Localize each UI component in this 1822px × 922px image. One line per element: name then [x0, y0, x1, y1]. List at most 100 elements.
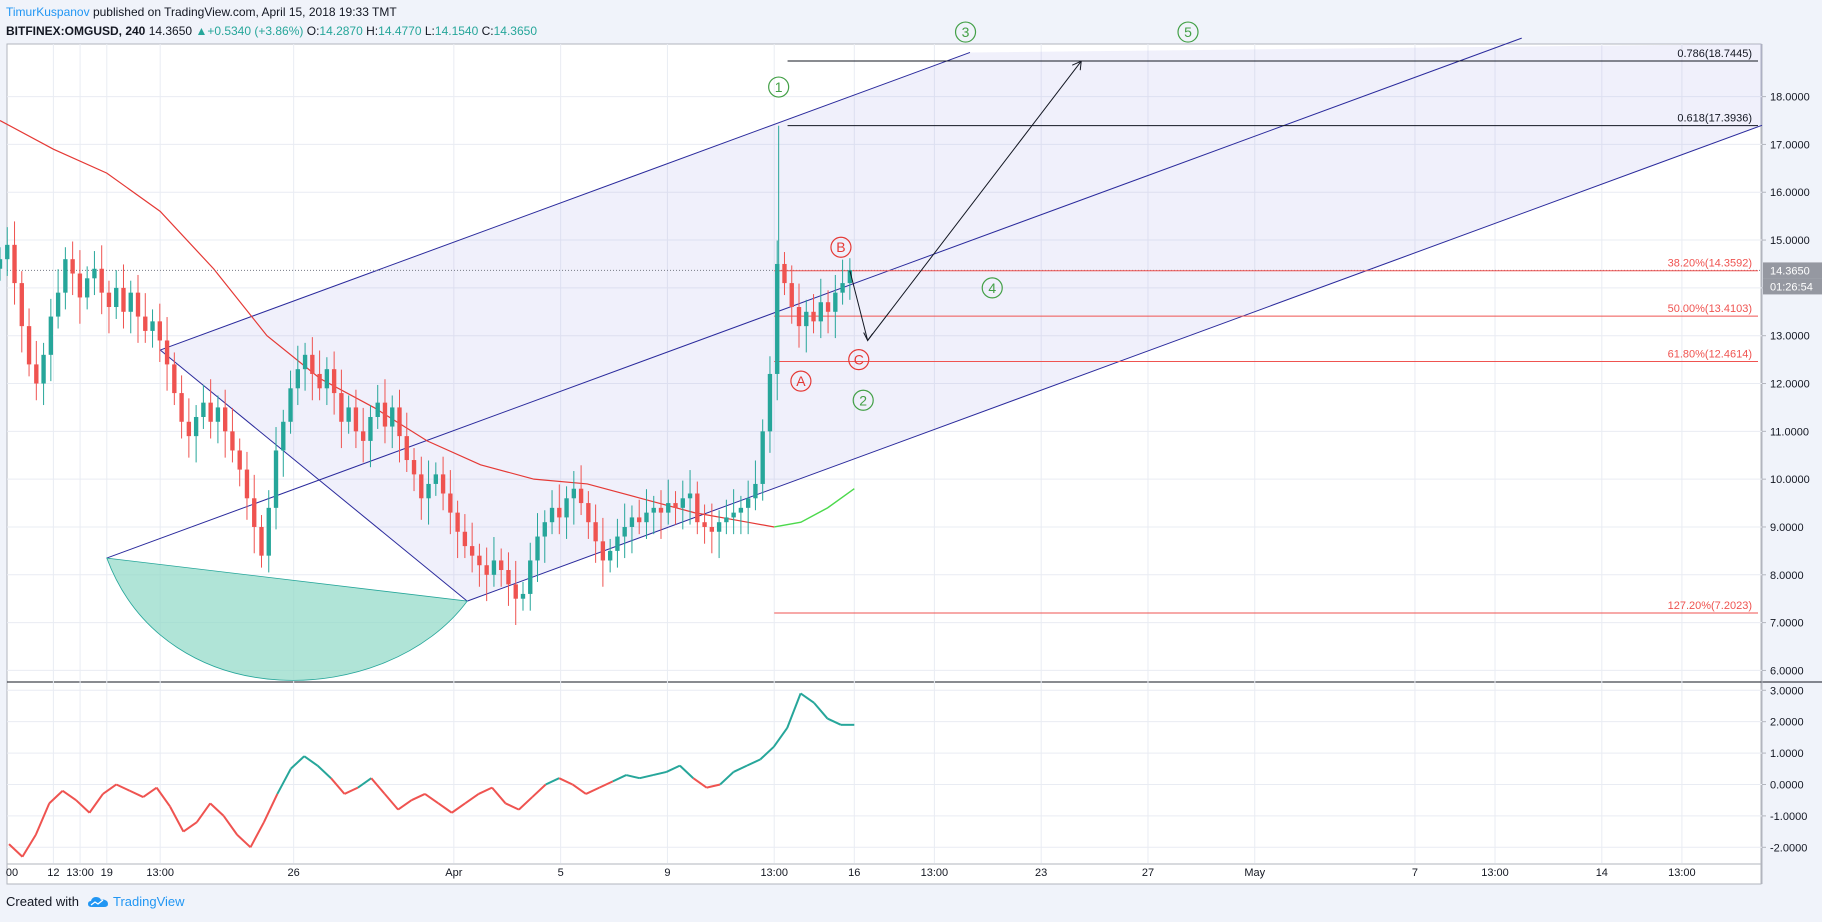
wave-label-circle: [954, 21, 977, 43]
indicator-segment: [464, 793, 480, 805]
time-tick-label: 13:00: [921, 867, 949, 879]
indicator-segment: [62, 789, 77, 802]
candle-body: [738, 507, 744, 513]
indicator-segment: [222, 815, 238, 836]
candle-body: [70, 259, 75, 274]
candle-body: [506, 570, 511, 585]
price-change: ▲+0.5340 (+3.86%): [195, 24, 304, 38]
candle-body: [0, 259, 3, 269]
candle-body: [230, 431, 235, 451]
candle-body: [411, 460, 417, 475]
last-price-badge: [1763, 262, 1822, 279]
candle-body: [462, 531, 468, 547]
candle-body: [484, 565, 489, 575]
candle-body: [433, 474, 439, 484]
indicator-segment: [115, 783, 131, 792]
candle-body: [709, 526, 715, 532]
candle-body: [702, 522, 707, 527]
price-tick-label: 12.0000: [1770, 379, 1810, 391]
candle-body: [782, 263, 787, 284]
indicator-segment: [706, 783, 721, 789]
countdown-label: 01:26:54: [1770, 281, 1813, 293]
indicator-segment: [531, 783, 547, 798]
tradingview-link[interactable]: TradingView: [87, 894, 185, 909]
candle-body: [825, 302, 831, 312]
time-tick-label: 23: [1035, 867, 1047, 879]
candle-body: [499, 560, 504, 571]
indicator-segment: [21, 834, 37, 858]
price-tick-label: 6.0000: [1770, 665, 1804, 677]
candle-body: [135, 292, 141, 317]
indicator-segment: [75, 799, 91, 814]
indicator-segment: [746, 758, 761, 767]
candle-body: [368, 416, 373, 441]
indicator-segment: [652, 770, 667, 777]
candle-body: [593, 522, 598, 542]
candle-body: [578, 488, 584, 504]
indicator-segment: [344, 786, 359, 795]
created-with-text: Created with: [6, 894, 79, 909]
indicator-segment: [733, 764, 748, 773]
wave-label: 1: [775, 79, 783, 95]
candle-body: [680, 498, 685, 508]
candle-body: [789, 283, 794, 308]
price-tick-label: 18.0000: [1770, 92, 1810, 104]
indicator-segment: [505, 802, 520, 811]
projection-arrowhead: [863, 332, 874, 341]
indicator-segment: [357, 777, 372, 789]
candle-body: [455, 512, 460, 532]
wave-label: A: [796, 373, 806, 389]
time-tick-label: 9: [664, 867, 670, 879]
candle-body: [390, 407, 395, 427]
indicator-segment: [102, 783, 117, 795]
candle-body: [622, 526, 627, 537]
indicator-segment: [290, 755, 305, 770]
candle-body: [55, 292, 61, 317]
candle-body: [186, 421, 192, 437]
indicator-segment: [383, 793, 399, 811]
candle-body: [331, 369, 337, 394]
open-label: O:: [306, 24, 320, 38]
candle-body: [121, 287, 126, 312]
indicator-segment: [679, 764, 694, 779]
indicator-tick-label: 3.0000: [1770, 685, 1804, 697]
price-tick-label: 15.0000: [1770, 235, 1810, 247]
candle-body: [804, 311, 809, 327]
indicator-segment: [666, 764, 681, 773]
candle-body: [164, 340, 170, 365]
price-tick-label: 7.0000: [1770, 618, 1804, 630]
tradingview-label[interactable]: TradingView: [112, 894, 185, 909]
time-tick-label: 5: [558, 867, 564, 879]
time-tick-label: 13:00: [760, 867, 788, 879]
candle-body: [266, 507, 271, 556]
candle-body: [48, 316, 54, 355]
fib-extension-label: 0.618(17.3936): [1677, 113, 1752, 125]
author-link[interactable]: TimurKuspanov: [6, 5, 90, 19]
low-value: 14.1540: [434, 24, 479, 38]
wave-label-circle: [790, 370, 812, 392]
wave-label-circle: [981, 277, 1003, 299]
candle-body: [535, 536, 540, 561]
indicator-tick-label: 1.0000: [1770, 748, 1804, 760]
candle-body: [651, 507, 656, 513]
indicator-segment: [129, 789, 144, 798]
candle-body: [63, 259, 68, 293]
time-tick-label: 00: [6, 867, 18, 879]
wave-label: B: [836, 239, 845, 255]
candle-body: [731, 512, 736, 518]
projection-arrowhead: [1072, 60, 1082, 71]
candle-body: [12, 244, 17, 284]
indicator-segment: [518, 796, 533, 811]
indicator-segment: [182, 821, 198, 833]
indicator-segment: [719, 771, 735, 786]
time-tick-label: 13:00: [146, 867, 174, 879]
time-tick-label: Apr: [445, 867, 462, 879]
candle-body: [644, 512, 649, 523]
time-tick-label: 26: [288, 867, 300, 879]
last-price-badge-label: 14.3650: [1770, 265, 1810, 277]
fib-extension-label: 0.786(18.7445): [1677, 48, 1752, 60]
candle-body: [41, 354, 46, 384]
candle-body: [637, 517, 642, 523]
time-tick-label: 14: [1596, 867, 1608, 879]
